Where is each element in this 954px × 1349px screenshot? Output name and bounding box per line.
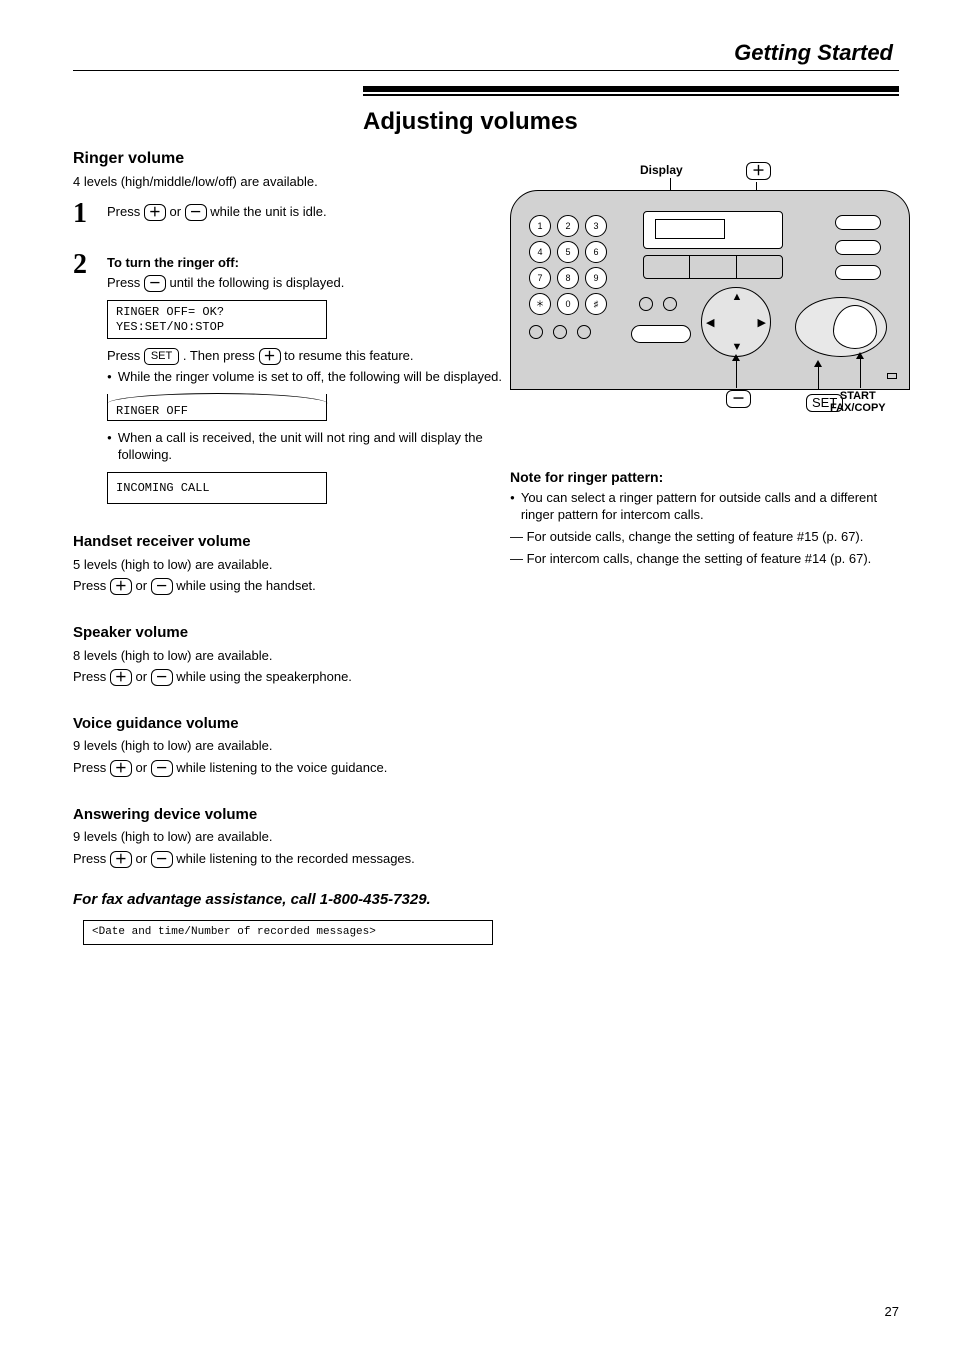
plus-key[interactable]: ＋ bbox=[110, 669, 132, 686]
ringer-levels-text: 4 levels (high/middle/low/off) are avail… bbox=[73, 173, 503, 191]
panel-slot-button[interactable] bbox=[631, 325, 691, 343]
ans-a: Press bbox=[73, 851, 110, 866]
speaker-heading: Speaker volume bbox=[73, 623, 503, 643]
reference-display-box: <Date and time/Number of recorded messag… bbox=[83, 920, 493, 945]
note-ref-2: — For intercom calls, change the setting… bbox=[510, 550, 890, 568]
ringer-off-lead: To turn the ringer off: bbox=[107, 254, 503, 272]
step-2-number: 2 bbox=[73, 250, 97, 279]
panel-small-button[interactable] bbox=[577, 325, 591, 339]
speaker-c: while using the speakerphone. bbox=[176, 669, 352, 684]
section-title: Adjusting volumes bbox=[363, 106, 899, 138]
note-title: Note for ringer pattern: bbox=[510, 468, 890, 487]
section-rule bbox=[363, 86, 899, 92]
lcd-display-3: INCOMING CALL bbox=[107, 472, 327, 504]
voice-line1: 9 levels (high to low) are available. bbox=[73, 737, 503, 755]
plus-key[interactable]: ＋ bbox=[110, 578, 132, 595]
panel-nav-pad[interactable]: ▲ ▼ ◀ ▶ bbox=[701, 287, 771, 357]
note-body: You can select a ringer pattern for outs… bbox=[510, 489, 890, 524]
panel-small-button[interactable] bbox=[529, 325, 543, 339]
page-number: 27 bbox=[885, 1303, 899, 1321]
step-2e: to resume this feature. bbox=[284, 348, 413, 363]
step-2a: Press bbox=[107, 275, 144, 290]
minus-key[interactable]: － bbox=[151, 851, 173, 868]
minus-key[interactable]: － bbox=[185, 204, 207, 221]
plus-key[interactable]: ＋ bbox=[259, 348, 281, 365]
voice-heading: Voice guidance volume bbox=[73, 714, 503, 734]
handset-line1: 5 levels (high to low) are available. bbox=[73, 556, 503, 574]
ringer-volume-heading: Ringer volume bbox=[73, 148, 503, 170]
speaker-line1: 8 levels (high to low) are available. bbox=[73, 647, 503, 665]
speaker-b: or bbox=[135, 669, 150, 684]
header-rule bbox=[73, 70, 899, 71]
minus-key[interactable]: － bbox=[151, 760, 173, 777]
panel-side-button[interactable] bbox=[835, 215, 881, 230]
step-1-text-c: while the unit is idle. bbox=[210, 204, 326, 219]
handset-heading: Handset receiver volume bbox=[73, 532, 503, 552]
panel-small-button[interactable] bbox=[553, 325, 567, 339]
plus-key[interactable]: ＋ bbox=[110, 760, 132, 777]
panel-side-button[interactable] bbox=[835, 240, 881, 255]
bullet-2: When a call is received, the unit will n… bbox=[107, 429, 503, 464]
note-ref-1: — For outside calls, change the setting … bbox=[510, 528, 890, 546]
step-2d: . Then press bbox=[183, 348, 259, 363]
header-title: Getting Started bbox=[73, 38, 899, 68]
panel-side-button[interactable] bbox=[835, 265, 881, 280]
ans-line1: 9 levels (high to low) are available. bbox=[73, 828, 503, 846]
handset-a: Press bbox=[73, 578, 110, 593]
step-1-number: 1 bbox=[73, 199, 97, 228]
start-callout-label: STARTFAX/COPY bbox=[830, 390, 886, 414]
minus-key[interactable]: － bbox=[144, 275, 166, 292]
voice-c: while listening to the voice guidance. bbox=[176, 760, 387, 775]
panel-start-button[interactable] bbox=[833, 305, 877, 349]
plus-callout-label: ＋ bbox=[746, 162, 771, 180]
panel-small-button[interactable] bbox=[663, 297, 677, 311]
step-2b: until the following is displayed. bbox=[169, 275, 344, 290]
plus-key[interactable]: ＋ bbox=[110, 851, 132, 868]
handset-c: while using the handset. bbox=[176, 578, 315, 593]
display-callout-label: Display bbox=[640, 162, 683, 178]
plus-key[interactable]: ＋ bbox=[144, 204, 166, 221]
handset-b: or bbox=[135, 578, 150, 593]
minus-callout-label: － bbox=[726, 390, 751, 408]
speaker-a: Press bbox=[73, 669, 110, 684]
ans-heading: Answering device volume bbox=[73, 805, 503, 825]
panel-small-button[interactable] bbox=[639, 297, 653, 311]
minus-key[interactable]: － bbox=[151, 669, 173, 686]
fax-advantage-line: For fax advantage assistance, call 1-800… bbox=[73, 890, 503, 910]
step-2c: Press bbox=[107, 348, 144, 363]
voice-a: Press bbox=[73, 760, 110, 775]
panel-keypad[interactable]: 123 456 789 ＊0♯ bbox=[529, 215, 607, 315]
step-1-text-b: or bbox=[169, 204, 184, 219]
panel-function-row[interactable] bbox=[643, 255, 783, 279]
control-panel-diagram: Display ＋ 123 456 789 ＊0♯ bbox=[510, 190, 910, 390]
lcd-display-1: RINGER OFF= OK? YES:SET/NO:STOP bbox=[107, 300, 327, 339]
lcd-display-2: RINGER OFF bbox=[107, 394, 327, 421]
ans-b: or bbox=[135, 851, 150, 866]
bullet-1: While the ringer volume is set to off, t… bbox=[107, 368, 503, 386]
ans-c: while listening to the recorded messages… bbox=[176, 851, 414, 866]
step-1-text-a: Press bbox=[107, 204, 144, 219]
minus-key[interactable]: － bbox=[151, 578, 173, 595]
set-key[interactable]: SET bbox=[144, 348, 179, 365]
voice-b: or bbox=[135, 760, 150, 775]
